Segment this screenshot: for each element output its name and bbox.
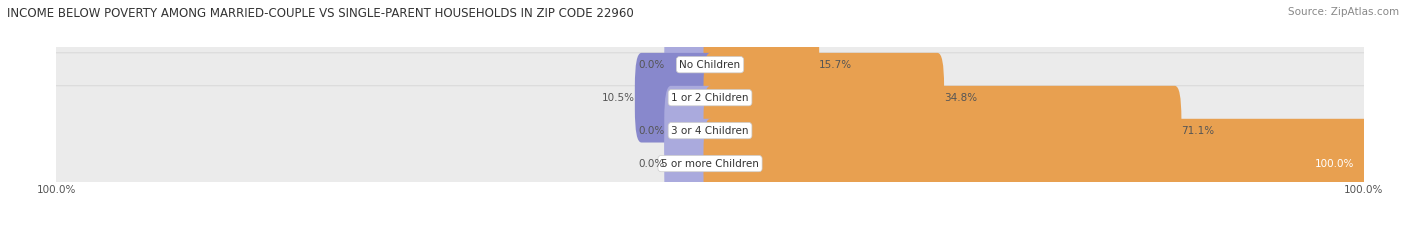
FancyBboxPatch shape bbox=[636, 53, 717, 143]
Text: 1 or 2 Children: 1 or 2 Children bbox=[671, 93, 749, 103]
FancyBboxPatch shape bbox=[664, 20, 717, 110]
Text: 71.1%: 71.1% bbox=[1181, 126, 1215, 136]
FancyBboxPatch shape bbox=[664, 119, 717, 209]
FancyBboxPatch shape bbox=[44, 53, 1376, 209]
Text: No Children: No Children bbox=[679, 60, 741, 70]
Text: INCOME BELOW POVERTY AMONG MARRIED-COUPLE VS SINGLE-PARENT HOUSEHOLDS IN ZIP COD: INCOME BELOW POVERTY AMONG MARRIED-COUPL… bbox=[7, 7, 634, 20]
Legend: Married Couples, Single Parents: Married Couples, Single Parents bbox=[592, 231, 828, 233]
Text: 0.0%: 0.0% bbox=[638, 159, 664, 169]
Text: 100.0%: 100.0% bbox=[1315, 159, 1354, 169]
FancyBboxPatch shape bbox=[44, 20, 1376, 175]
FancyBboxPatch shape bbox=[703, 86, 1181, 175]
FancyBboxPatch shape bbox=[703, 119, 1371, 209]
Text: 0.0%: 0.0% bbox=[638, 126, 664, 136]
FancyBboxPatch shape bbox=[44, 0, 1376, 143]
Text: 10.5%: 10.5% bbox=[602, 93, 636, 103]
Text: 5 or more Children: 5 or more Children bbox=[661, 159, 759, 169]
FancyBboxPatch shape bbox=[703, 20, 820, 110]
FancyBboxPatch shape bbox=[44, 86, 1376, 233]
Text: 15.7%: 15.7% bbox=[820, 60, 852, 70]
Text: 3 or 4 Children: 3 or 4 Children bbox=[671, 126, 749, 136]
Text: 34.8%: 34.8% bbox=[943, 93, 977, 103]
FancyBboxPatch shape bbox=[664, 86, 717, 175]
Text: 0.0%: 0.0% bbox=[638, 60, 664, 70]
Text: Source: ZipAtlas.com: Source: ZipAtlas.com bbox=[1288, 7, 1399, 17]
FancyBboxPatch shape bbox=[703, 53, 943, 143]
